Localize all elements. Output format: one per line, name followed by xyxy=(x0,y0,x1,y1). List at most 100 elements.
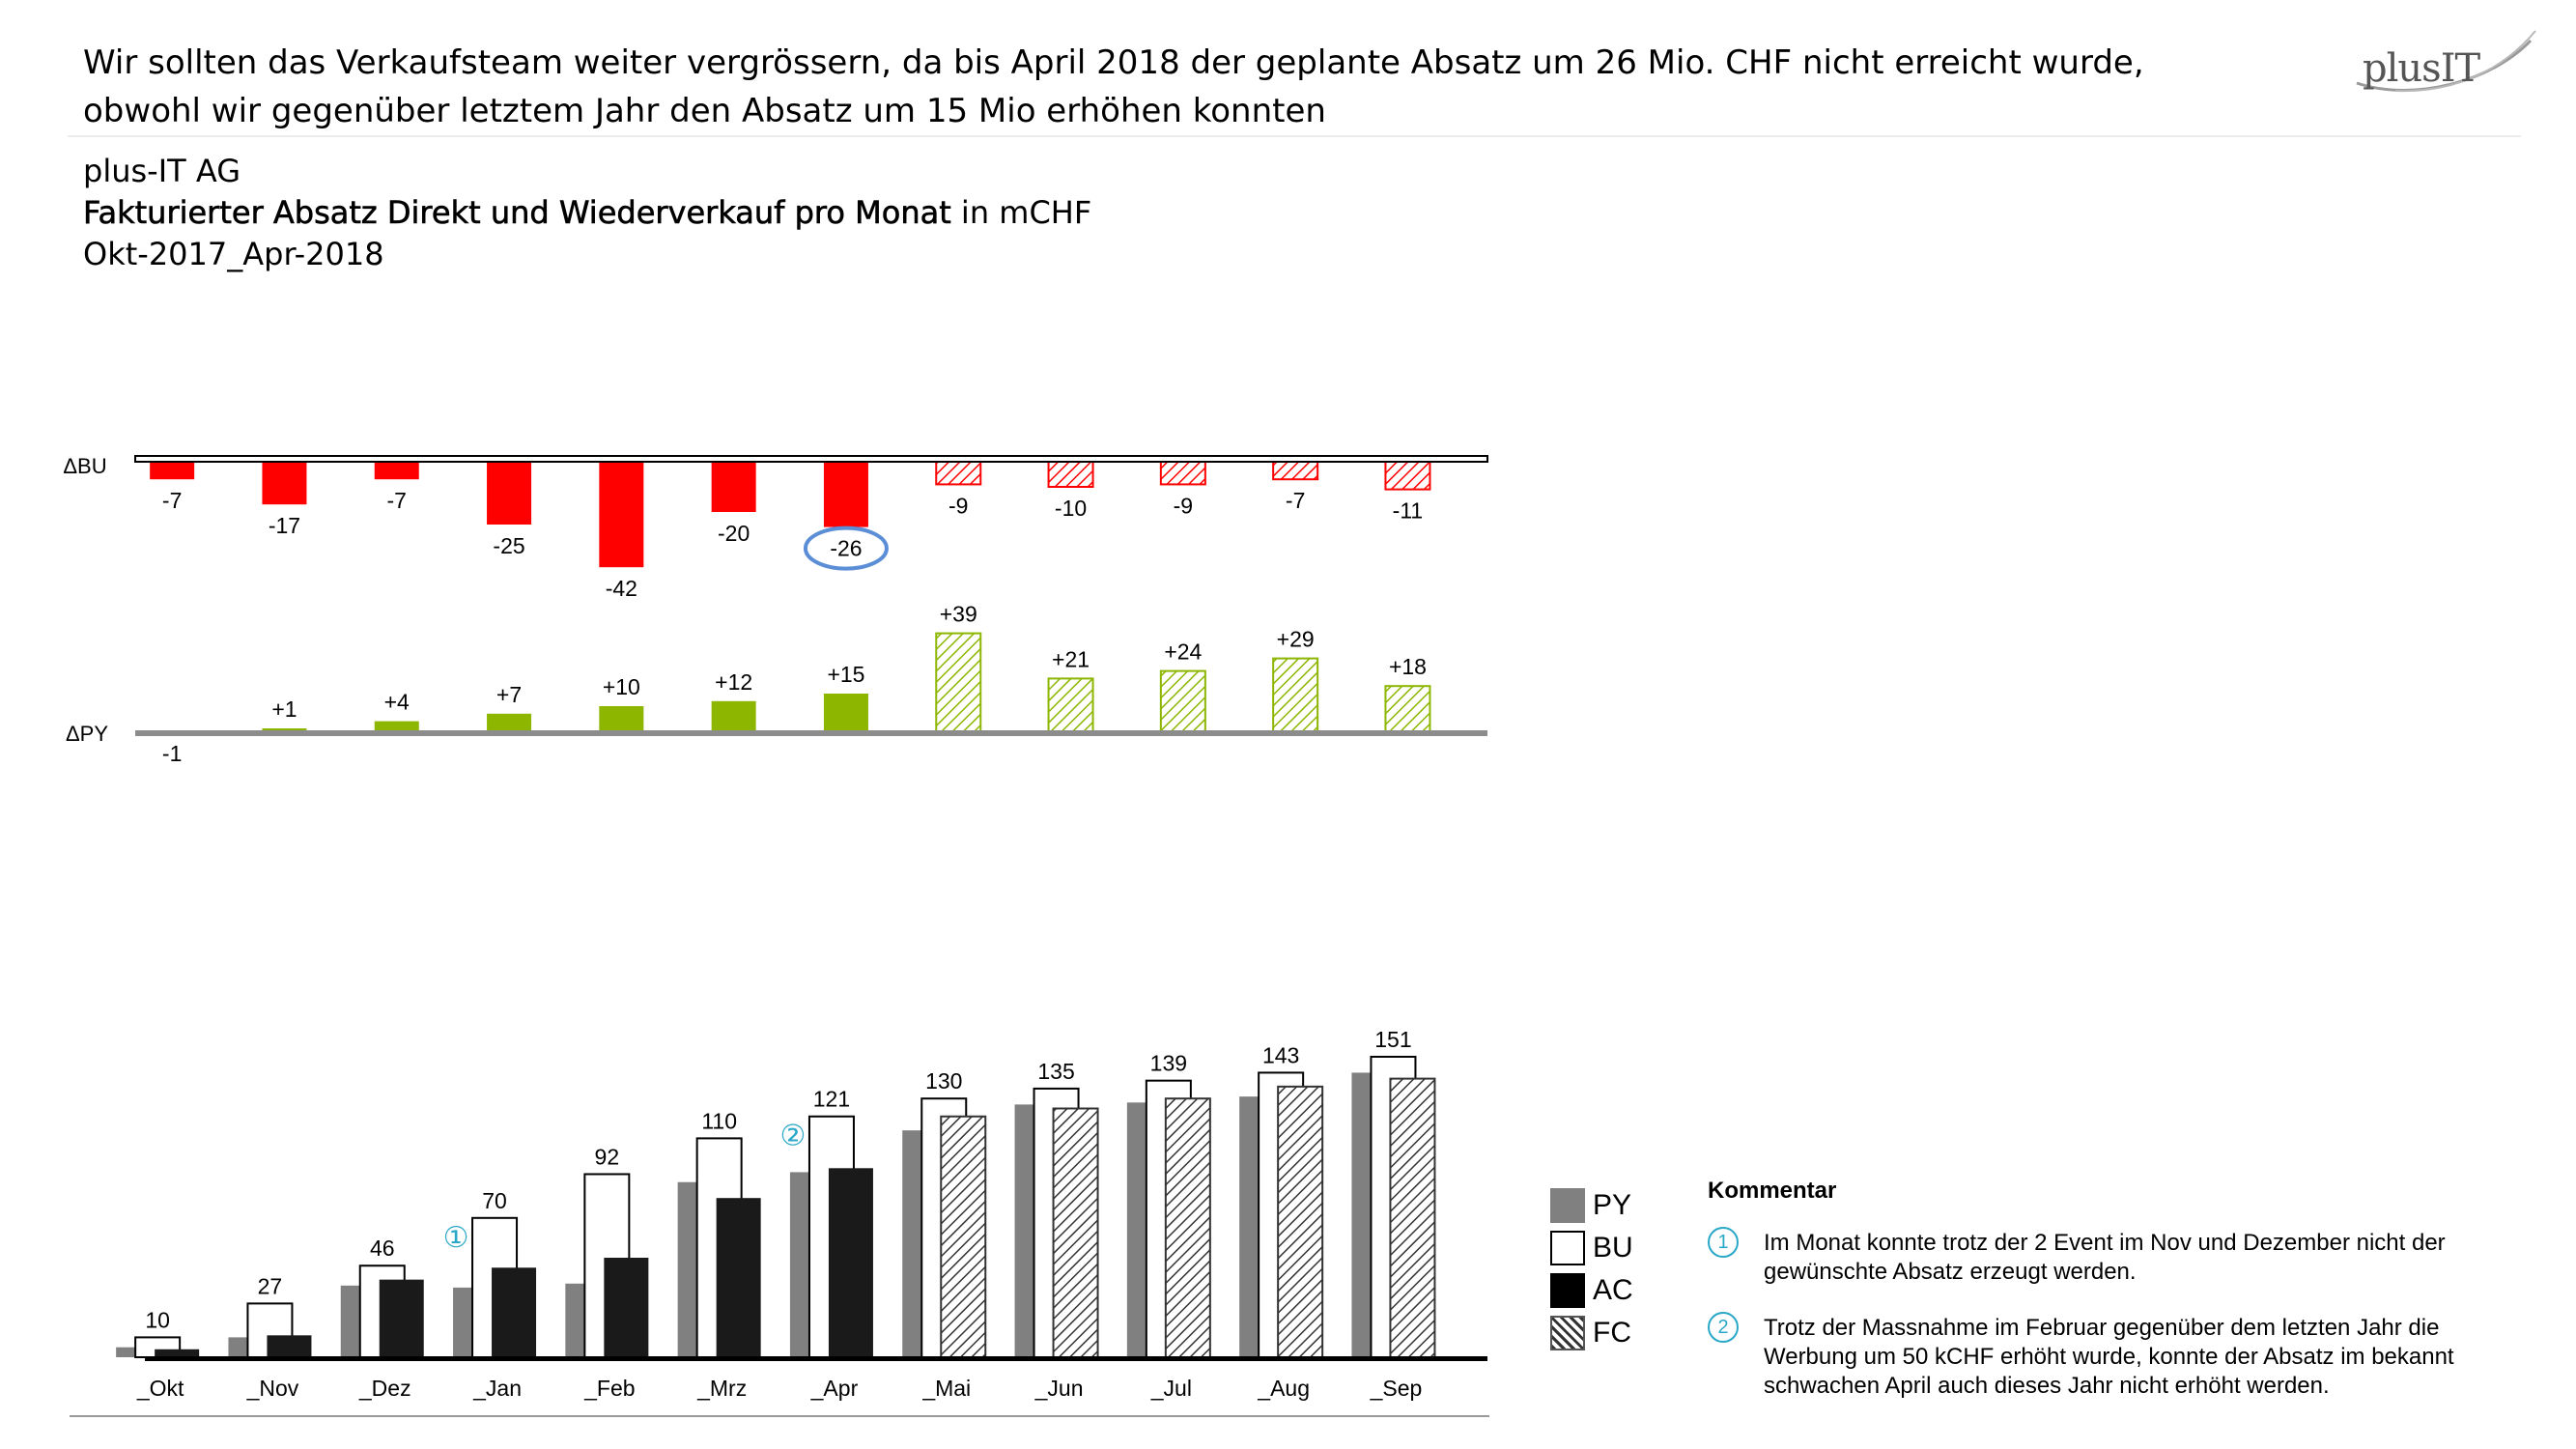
headline-line-2: obwohl wir gegenüber letztem Jahr den Ab… xyxy=(83,92,1326,130)
comment-text-2: Trotz der Massnahme im Februar gegenüber… xyxy=(1764,1315,2454,1399)
legend-swatch-fc xyxy=(1550,1316,1585,1350)
legend-swatch-py xyxy=(1550,1188,1585,1223)
chart-period: Okt-2017_Apr-2018 xyxy=(83,236,384,272)
logo: plusIT xyxy=(2363,46,2480,91)
legend-swatch-ac xyxy=(1550,1273,1585,1308)
delta-bu-bar xyxy=(150,462,195,480)
delta-py-bar xyxy=(487,713,532,731)
marker-label: ① xyxy=(443,1221,469,1255)
ac-bar xyxy=(828,1168,873,1357)
category-label: _Jul xyxy=(1150,1376,1192,1401)
delta-py-chart: ΔPY -1 +1 +4 +7 +10 +12 +15 +39 +21 +24 +29 +18 xyxy=(66,602,1487,766)
bu-value-label: 130 xyxy=(925,1068,962,1094)
delta-py-label: -1 xyxy=(162,741,182,766)
category-label: _Dez xyxy=(358,1376,411,1401)
delta-bu-bar xyxy=(599,462,644,568)
legend-label-ac: AC xyxy=(1593,1274,1633,1306)
delta-bu-bar xyxy=(1159,461,1206,486)
ac-bar xyxy=(716,1198,761,1357)
delta-bu-bar xyxy=(935,461,982,486)
category-label: _Jan xyxy=(472,1376,522,1401)
delta-py-label: +21 xyxy=(1052,646,1090,671)
delta-bu-label: -9 xyxy=(1174,493,1193,518)
delta-bu-label: -25 xyxy=(493,533,524,558)
bu-value-label: 110 xyxy=(701,1108,737,1133)
category-label: _Feb xyxy=(583,1376,635,1401)
delta-py-label: +4 xyxy=(384,690,410,715)
comment-item-1: 1 Im Monat konnte trotz der 2 Event im N… xyxy=(1708,1227,2538,1287)
legend-item-bu: BU xyxy=(1550,1227,1633,1269)
legend-item-ac: AC xyxy=(1550,1269,1633,1312)
fc-bar xyxy=(940,1115,987,1358)
delta-py-bar xyxy=(1272,657,1319,732)
delta-bu-chart: ΔBU -7 -17 -7 -25 -42 -20 -26 -9 -10 -9 -7 -11 xyxy=(63,454,1488,601)
delta-bu-label: -7 xyxy=(162,488,182,513)
ac-bar xyxy=(267,1335,312,1357)
highlight-circle xyxy=(803,526,889,571)
category-label: _Aug xyxy=(1257,1376,1310,1401)
delta-py-bar xyxy=(823,694,868,731)
delta-bu-label: -26 xyxy=(830,536,862,561)
fc-bar xyxy=(1277,1085,1324,1358)
ac-bar xyxy=(155,1349,200,1357)
delta-py-label: +24 xyxy=(1164,639,1202,665)
headline: Wir sollten das Verkaufsteam weiter verg… xyxy=(83,39,2305,135)
delta-py-axis xyxy=(135,730,1487,736)
delta-py-bar xyxy=(711,700,756,731)
legend-label-bu: BU xyxy=(1593,1232,1633,1264)
ac-bar xyxy=(379,1279,424,1357)
delta-py-label: +18 xyxy=(1389,654,1427,679)
delta-bu-bar xyxy=(487,462,532,525)
bu-value-label: 139 xyxy=(1150,1051,1187,1076)
delta-py-label: +10 xyxy=(603,674,640,699)
delta-py-bar xyxy=(374,721,419,731)
main-bar-chart: 10 _Okt 27 _Nov 46 _Dez 70 _Jan 92 _Feb 110 _Mrz 121… xyxy=(70,1027,1489,1417)
bu-value-label: 151 xyxy=(1374,1027,1411,1052)
bu-value-label: 70 xyxy=(482,1188,507,1213)
delta-py-bar xyxy=(262,728,307,731)
delta-py-label: +7 xyxy=(496,682,522,707)
delta-bu-label: -20 xyxy=(718,521,750,546)
delta-bu-bar xyxy=(711,462,756,512)
category-label: _Sep xyxy=(1370,1376,1423,1401)
delta-py-label: +15 xyxy=(827,662,864,687)
delta-bu-label: -9 xyxy=(948,493,968,518)
chart-subtitle: plus-IT AG Fakturierter Absatz Direkt un… xyxy=(83,151,1092,275)
fc-bar xyxy=(1164,1097,1211,1358)
delta-bu-label: -17 xyxy=(269,513,300,538)
main-axis xyxy=(145,1356,1487,1361)
category-label: _Mai xyxy=(921,1376,971,1401)
legend-item-py: PY xyxy=(1550,1184,1633,1227)
bu-value-label: 121 xyxy=(813,1087,850,1112)
delta-py-bar xyxy=(1384,685,1431,733)
delta-bu-bar xyxy=(1272,461,1319,481)
delta-bu-bar xyxy=(374,462,419,480)
chart-title: Fakturierter Absatz Direkt und Wiederver… xyxy=(83,192,1092,234)
delta-bu-label: -10 xyxy=(1055,496,1087,521)
delta-bu-bar xyxy=(1384,461,1431,491)
ac-bar xyxy=(492,1267,537,1357)
category-label: _Okt xyxy=(136,1376,184,1401)
legend-label-py: PY xyxy=(1593,1189,1632,1221)
ac-bar xyxy=(604,1258,649,1357)
bu-value-label: 143 xyxy=(1262,1042,1299,1067)
fc-bar xyxy=(1389,1077,1436,1358)
logo-swoosh-icon xyxy=(2356,30,2536,93)
fc-bar xyxy=(1052,1107,1099,1358)
company-name: plus-IT AG xyxy=(83,153,241,189)
delta-py-axis-label: ΔPY xyxy=(66,722,108,746)
delta-bu-label: -7 xyxy=(1286,488,1305,513)
comment-number-1: 1 xyxy=(1708,1227,1739,1258)
chart-title-unit: in mCHF xyxy=(950,194,1092,231)
delta-bu-bar xyxy=(1047,461,1094,488)
legend: PY BU AC FC xyxy=(1550,1184,1633,1354)
bu-value-label: 10 xyxy=(145,1307,170,1332)
category-label: _Jun xyxy=(1034,1376,1084,1401)
category-label: _Mrz xyxy=(696,1376,747,1401)
delta-py-bar xyxy=(935,632,982,732)
comment-text-1: Im Monat konnte trotz der 2 Event im Nov… xyxy=(1764,1230,2446,1285)
delta-bu-axis xyxy=(134,455,1488,463)
delta-py-label: +29 xyxy=(1277,627,1315,652)
delta-bu-label: -11 xyxy=(1393,498,1424,524)
